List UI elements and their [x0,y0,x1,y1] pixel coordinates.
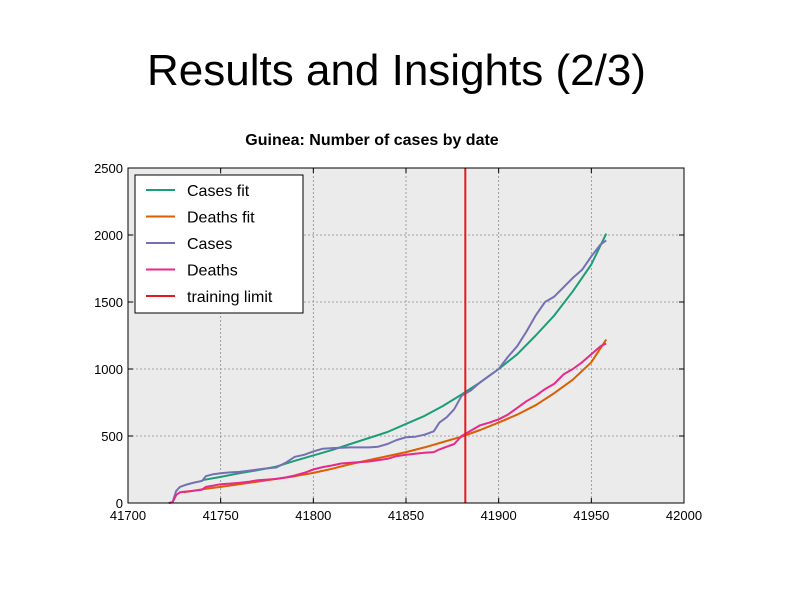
axis-ticks: 41700 41750 41800 41850 41900 41950 42000 0 500 1… [94,161,702,523]
y-tick-label: 2500 [94,161,123,176]
y-tick-label: 500 [101,429,123,444]
legend: Cases fit Deaths fit Cases Deaths training l… [134,174,304,314]
legend-label: Deaths fit [187,210,255,227]
plot-frame [127,167,685,504]
legend-label: Deaths [187,263,238,280]
x-tick-label: 41750 [203,508,239,523]
slide-title: Results and Insights (2/3) [147,46,646,95]
y-tick-label: 0 [116,496,123,511]
legend-label: Cases fit [187,183,250,200]
series-group [168,168,608,504]
x-tick-label: 42000 [666,508,702,523]
x-tick-label: 41700 [110,508,146,523]
x-tick-label: 41800 [295,508,331,523]
x-tick-label: 41900 [481,508,517,523]
x-tick-label: 41850 [388,508,424,523]
legend-label: Cases [187,236,232,253]
y-tick-label: 1000 [94,362,123,377]
y-tick-label: 2000 [94,228,123,243]
series-line-deaths [168,342,607,504]
chart-title: Guinea: Number of cases by date [245,132,499,149]
series-line-deaths-fit [183,338,608,494]
y-tick-label: 1500 [94,295,123,310]
x-tick-label: 41950 [573,508,609,523]
series-line-cases [168,239,607,504]
legend-label: training limit [187,289,273,306]
